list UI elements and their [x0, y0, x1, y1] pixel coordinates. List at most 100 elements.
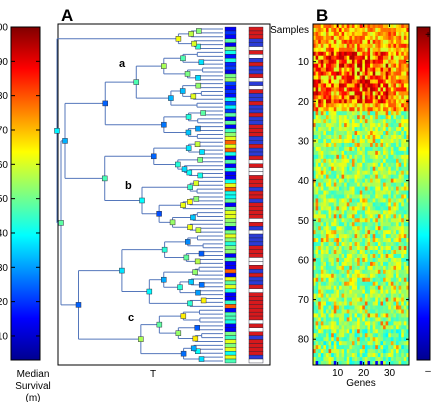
heatmap-cell [372, 162, 376, 168]
heatmap-cell [406, 210, 410, 215]
heatmap-cell [406, 146, 410, 152]
heatmap-cell [333, 234, 337, 239]
heatmap-cell [359, 95, 363, 100]
heatmap-cell [351, 230, 355, 235]
heatmap-cell [401, 158, 405, 164]
heatmap-cell [323, 222, 327, 227]
heatmap-cell [315, 273, 319, 279]
heatmap-cell [401, 210, 405, 215]
heatmap-cell [401, 357, 405, 362]
heatmap-cell [351, 35, 355, 41]
heatmap-cell [331, 297, 335, 302]
heatmap-cell [341, 329, 345, 334]
heatmap-cell [315, 67, 319, 72]
heatmap-cell [331, 250, 335, 255]
heatmap-cell [328, 27, 332, 33]
heatmap-cell [315, 91, 319, 96]
heatmap-cell [380, 190, 384, 195]
heatmap-cell [403, 238, 407, 243]
heatmap-cell [388, 273, 392, 279]
heatmap-cell [331, 313, 335, 318]
heatmap-cell [393, 43, 397, 49]
heatmap-cell [388, 182, 392, 187]
heatmap-cell [375, 24, 379, 29]
heatmap-cell [372, 242, 376, 247]
heatmap-cell [406, 202, 410, 207]
heatmap-cell [323, 357, 327, 362]
heatmap-cell [388, 277, 392, 283]
heatmap-cell [336, 246, 340, 251]
heatmap-cell [338, 325, 342, 330]
heatmap-cell [344, 67, 348, 72]
heatmap-cell [357, 226, 361, 231]
heatmap-cell [315, 146, 319, 152]
heatmap-cell [323, 329, 327, 334]
heatmap-cell [390, 238, 394, 243]
heatmap-cell [406, 250, 410, 255]
heatmap-cell [398, 317, 402, 322]
heatmap-cell [364, 55, 368, 61]
dendrogram-node [156, 211, 162, 217]
heatmap-cell [380, 353, 384, 358]
leaf-survival-cell [224, 144, 237, 149]
heatmap-cell [313, 222, 316, 227]
heatmap-cell [320, 63, 324, 68]
heatmap-cell [313, 87, 316, 92]
heatmap-cell [380, 150, 384, 156]
heatmap-cell [393, 158, 397, 164]
heatmap-cell [364, 67, 368, 72]
heatmap-cell [351, 198, 355, 203]
heatmap-cell [372, 182, 376, 187]
heatmap-cell [349, 250, 353, 255]
heatmap-cell [328, 75, 332, 80]
heatmap-cell [383, 253, 386, 259]
heatmap-cell [328, 35, 332, 41]
heatmap-cell [351, 79, 355, 84]
heatmap-cell [393, 182, 397, 187]
heatmap-cell [357, 158, 361, 164]
heatmap-cell [390, 146, 394, 152]
heatmap-cell [354, 55, 358, 61]
heatmap-cell [354, 27, 358, 33]
heatmap-cell [318, 226, 322, 231]
heatmap-cell [349, 158, 353, 164]
heatmap-cell [372, 250, 376, 255]
heatmap-cell [390, 107, 394, 112]
heatmap-cell [320, 218, 324, 223]
heatmap-cell [333, 329, 337, 334]
heatmap-cell [364, 325, 368, 330]
heatmap-cell [406, 182, 410, 187]
heatmap-cell [383, 329, 386, 334]
heatmap-cell [344, 353, 348, 358]
heatmap-cell [351, 333, 355, 338]
heatmap-cell [388, 313, 392, 318]
heatmap-cell [380, 178, 384, 183]
heatmap-cell [383, 47, 386, 53]
heatmap-cell [398, 198, 402, 203]
heatmap-cell [372, 87, 376, 92]
heatmap-cell [403, 345, 407, 350]
heatmap-cell [341, 293, 345, 298]
heatmap-cell [388, 321, 392, 326]
heatmap-cell [354, 107, 358, 112]
heatmap-cell [333, 230, 337, 235]
dendrogram-node [195, 75, 201, 81]
class-cell [248, 276, 264, 282]
heatmap-cell [351, 214, 355, 219]
heatmap-cell [372, 158, 376, 164]
heatmap-cell [396, 24, 399, 29]
heatmap-cell [351, 43, 355, 49]
heatmap-cell [375, 361, 379, 366]
heatmap-cell [328, 226, 332, 231]
heatmap-cell [357, 131, 361, 136]
heatmap-cell [390, 261, 394, 267]
heatmap-cell [393, 206, 397, 211]
heatmap-y-tick-label: 40 [298, 176, 310, 187]
heatmap-cell [313, 103, 316, 108]
heatmap-cell [323, 333, 327, 338]
heatmap-cell [370, 277, 374, 283]
heatmap-cell [364, 174, 368, 179]
heatmap-cell [325, 99, 329, 104]
heatmap-cell [320, 345, 324, 350]
heatmap-cell [398, 24, 402, 29]
